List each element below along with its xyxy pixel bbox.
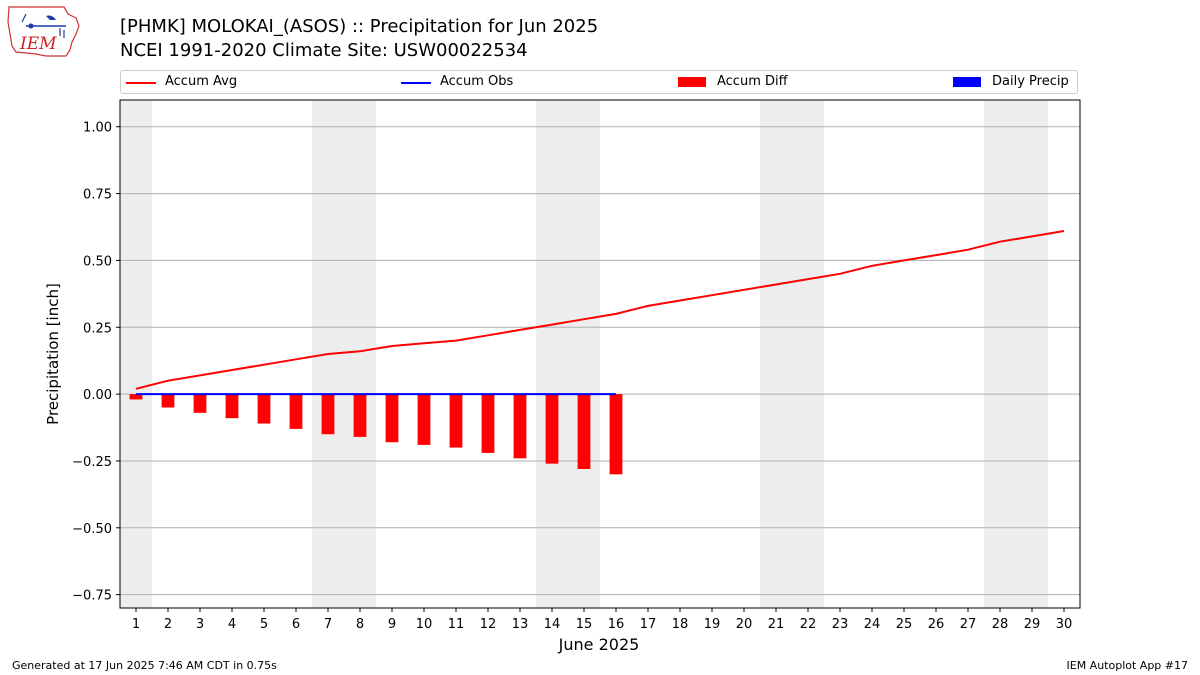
x-tick-label-27: 27 <box>960 617 977 632</box>
plot-area: −0.75−0.50−0.250.000.250.500.751.001 2 3 4 5… <box>72 99 1081 632</box>
x-tick-label-10: 10 <box>416 617 433 632</box>
legend-swatch-daily-precip <box>953 77 981 87</box>
accum-diff-bar-9 <box>385 394 399 443</box>
legend-swatch-accum-avg <box>126 82 156 84</box>
weekend-shade-3 <box>536 100 600 608</box>
x-axis-label: June 2025 <box>558 635 640 654</box>
y-tick-label-0: −0.75 <box>72 589 112 604</box>
accum-diff-bar-11 <box>449 394 463 448</box>
accum-avg-line <box>135 230 1065 390</box>
accum-diff-bar-15 <box>577 394 591 469</box>
x-tick-label-9: 9 <box>388 617 396 632</box>
legend-swatch-accum-obs <box>401 82 431 84</box>
legend-label-daily-precip: Daily Precip <box>992 74 1069 89</box>
chart-subtitle: NCEI 1991-2020 Climate Site: USW00022534 <box>120 40 528 61</box>
accum-diff-bar-16 <box>609 394 623 475</box>
y-tick-label-3: 0.00 <box>83 388 112 403</box>
x-tick-label-3: 3 <box>196 617 204 632</box>
x-tick-label-7: 7 <box>324 617 332 632</box>
accum-diff-bar-13 <box>513 394 527 459</box>
accum-diff-bar-3 <box>193 394 207 413</box>
accum-diff-bar-2 <box>161 394 175 408</box>
x-tick-label-26: 26 <box>928 617 945 632</box>
accum-diff-bar-1 <box>129 394 143 400</box>
accum-diff-bar-14 <box>545 394 559 464</box>
generated-timestamp: Generated at 17 Jun 2025 7:46 AM CDT in … <box>12 659 277 672</box>
y-tick-label-6: 0.75 <box>83 188 112 203</box>
x-tick-label-21: 21 <box>768 617 785 632</box>
accum-diff-bar-10 <box>417 394 431 445</box>
x-tick-label-17: 17 <box>640 617 657 632</box>
weekend-shade-1 <box>120 100 152 608</box>
chart-title: [PHMK] MOLOKAI_(ASOS) :: Precipitation f… <box>120 16 599 37</box>
y-axis-label: Precipitation [inch] <box>44 283 62 425</box>
x-tick-label-15: 15 <box>576 617 593 632</box>
y-tick-label-1: −0.50 <box>72 522 112 537</box>
accum-diff-bar-7 <box>321 394 335 435</box>
accum-diff-bar-5 <box>257 394 271 424</box>
legend-label-accum-avg: Accum Avg <box>165 74 238 89</box>
weekend-shade-4 <box>760 100 824 608</box>
x-tick-label-2: 2 <box>164 617 172 632</box>
accum-diff-bar-6 <box>289 394 303 429</box>
x-tick-label-22: 22 <box>800 617 817 632</box>
x-tick-label-18: 18 <box>672 617 689 632</box>
y-tick-label-4: 0.25 <box>83 321 112 336</box>
legend-label-accum-diff: Accum Diff <box>717 74 788 89</box>
x-tick-label-8: 8 <box>356 617 364 632</box>
x-tick-label-13: 13 <box>512 617 529 632</box>
x-tick-label-23: 23 <box>832 617 849 632</box>
x-tick-label-24: 24 <box>864 617 881 632</box>
legend: Accum Avg Accum Obs Accum Diff Daily Pre… <box>120 70 1078 94</box>
axes-frame <box>119 99 1081 609</box>
logo-text: IEM <box>19 34 57 54</box>
app-credit: IEM Autoplot App #17 <box>1066 659 1189 672</box>
y-tick-label-5: 0.50 <box>83 254 112 269</box>
accum-diff-bar-4 <box>225 394 239 419</box>
legend-swatch-accum-diff <box>678 77 706 87</box>
accum-diff-bar-8 <box>353 394 367 437</box>
y-tick-label-7: 1.00 <box>83 121 112 136</box>
x-tick-label-25: 25 <box>896 617 913 632</box>
iem-logo: IEM <box>7 6 80 57</box>
x-tick-label-14: 14 <box>544 617 561 632</box>
y-tick-label-2: −0.25 <box>72 455 112 470</box>
x-tick-label-12: 12 <box>480 617 497 632</box>
x-tick-label-28: 28 <box>992 617 1009 632</box>
x-tick-label-19: 19 <box>704 617 721 632</box>
x-tick-label-16: 16 <box>608 617 625 632</box>
x-tick-label-11: 11 <box>448 617 465 632</box>
legend-label-accum-obs: Accum Obs <box>440 74 514 89</box>
x-tick-label-6: 6 <box>292 617 300 632</box>
x-tick-label-5: 5 <box>260 617 268 632</box>
x-tick-label-1: 1 <box>132 617 140 632</box>
x-tick-label-4: 4 <box>228 617 236 632</box>
x-tick-label-29: 29 <box>1024 617 1041 632</box>
weekend-shade-2 <box>312 100 376 608</box>
weekend-shade-5 <box>984 100 1048 608</box>
x-tick-label-30: 30 <box>1056 617 1073 632</box>
x-tick-label-20: 20 <box>736 617 753 632</box>
accum-diff-bar-12 <box>481 394 495 453</box>
